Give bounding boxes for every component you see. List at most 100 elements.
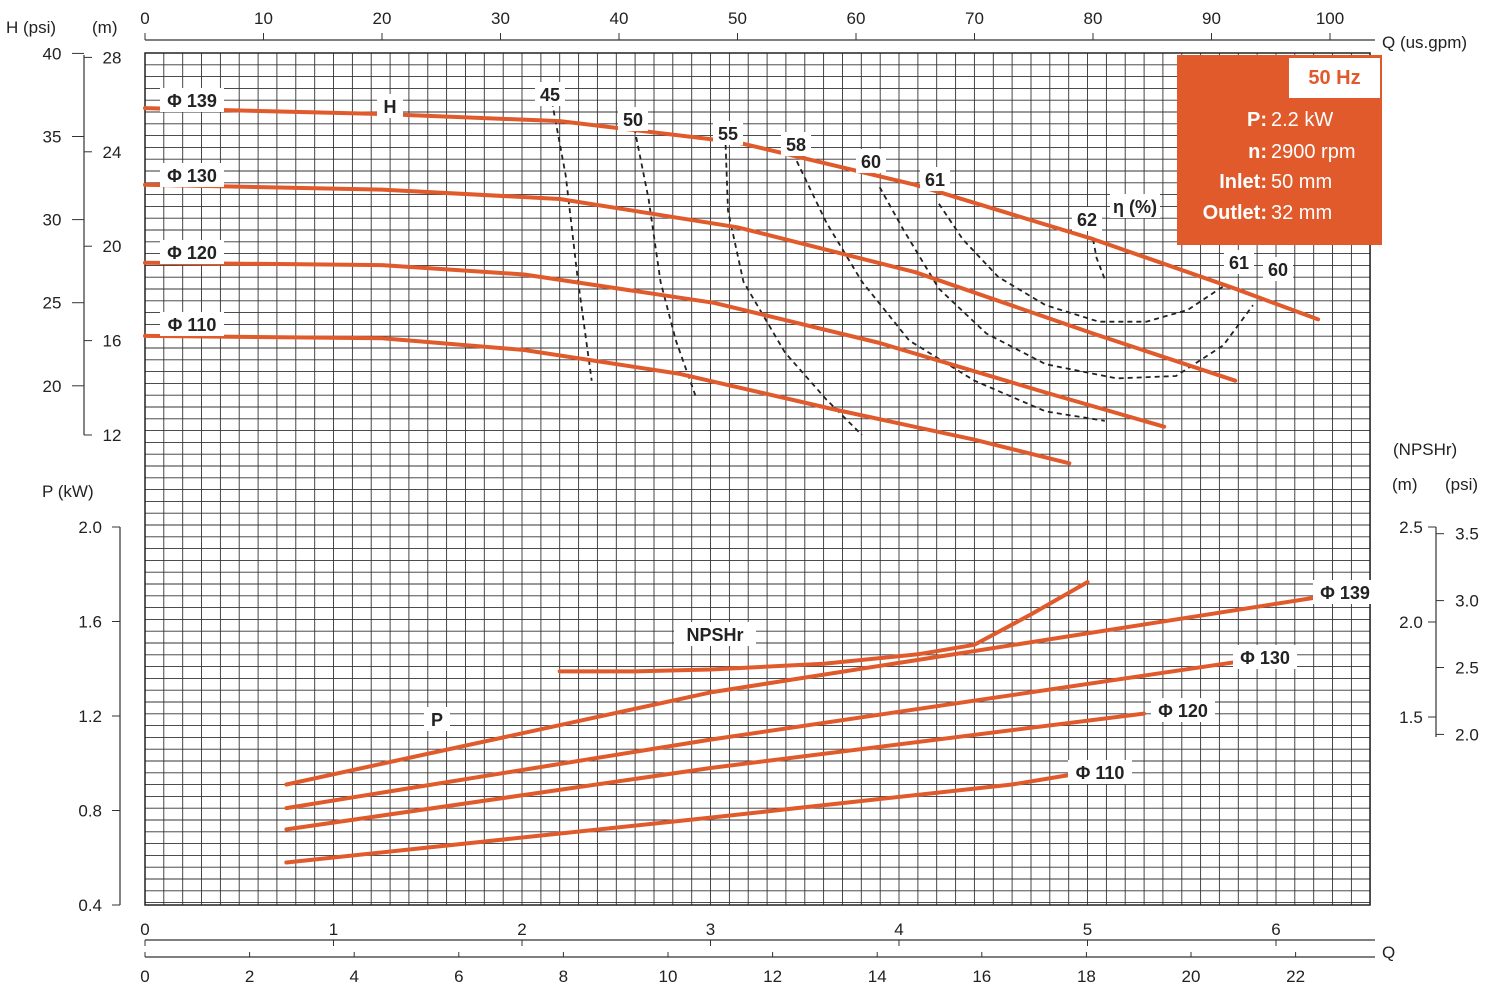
efficiency-label: 62 [1077,210,1097,230]
tick-npshr-psi: 2.0 [1455,725,1479,744]
efficiency-label: 60 [861,152,881,172]
tick-m3h: 3 [706,920,715,939]
tick-lmin: 2 [245,967,254,986]
tick-usgpm: 10 [254,9,273,28]
efficiency-curve-60 [878,186,1254,380]
head-curve-label-bg [160,240,224,264]
q-bottom-unit: Q [1382,943,1395,962]
efficiency-label-bg [1263,257,1293,281]
head-curve-label: Φ 130 [167,166,217,186]
efficiency-label-bg [920,167,950,191]
spec-speed-value: 2900 rpm [1271,141,1356,163]
tick-head-m: 20 [103,237,122,256]
tick-m3h: 4 [894,920,903,939]
tick-lmin: 6 [454,967,463,986]
spec-power: P: 2.2 kW [1177,109,1382,132]
tick-lmin: 20 [1182,967,1201,986]
tick-power: 1.2 [78,707,102,726]
tick-npshr-psi: 3.5 [1455,525,1479,544]
efficiency-curve-45 [549,92,593,381]
spec-speed: n: 2900 rpm [1177,141,1382,164]
power-curve [284,659,1241,811]
head-curve [143,333,1072,466]
efficiency-label-bg [713,121,743,145]
annotation-label-bg [424,707,450,731]
spec-outlet-value: 32 mm [1271,202,1333,224]
efficiency-axis-label-bg [1110,194,1160,218]
power-curve-label: Φ 130 [1240,648,1290,668]
q-usgpm-unit: Q (us.gpm) [1382,33,1467,52]
tick-usgpm: 0 [140,9,149,28]
head-curve [143,182,1238,383]
tick-lmin: 10 [659,967,678,986]
efficiency-label-bg [1224,250,1254,274]
tick-head-psi: 35 [43,128,62,147]
tick-lmin: 8 [559,967,568,986]
chart-axes [72,33,1444,958]
efficiency-label: 45 [540,85,560,105]
efficiency-curve-58 [795,160,1105,422]
tick-usgpm: 80 [1084,9,1103,28]
tick-head-m: 12 [103,426,122,445]
head-curve-label-bg [160,163,224,187]
efficiency-label-bg [618,107,648,131]
tick-head-m: 28 [103,48,122,67]
efficiency-label: 60 [1268,260,1288,280]
curve-labels: Φ 139 Φ 130 Φ 120 Φ 110 Φ 139 Φ 130 Φ 120 Φ 110… [160,82,1377,784]
spec-outlet: Outlet: 32 mm [1177,202,1382,225]
tick-power: 0.4 [78,896,102,915]
efficiency-curve-61 [938,203,1224,323]
tick-m3h: 6 [1271,920,1280,939]
head-curve [143,106,1321,322]
tick-m3h: 0 [140,920,149,939]
h-m-unit: (m) [92,18,117,37]
spec-inlet-key: Inlet: [1219,171,1267,193]
efficiency-curve-50 [633,128,697,398]
tick-power: 2.0 [78,518,102,537]
tick-head-psi: 25 [43,294,62,313]
npshr-unit: (NPSHr) [1393,440,1457,459]
spec-speed-key: n: [1248,141,1267,163]
spec-outlet-key: Outlet: [1202,202,1267,224]
tick-npshr-psi: 3.0 [1455,592,1479,611]
power-curve-label: Φ 120 [1158,701,1208,721]
p-kw-unit: P (kW) [42,482,94,501]
head-curve-label-bg [160,88,224,112]
tick-lmin: 4 [349,967,358,986]
annotation-label-bg [674,622,756,646]
tick-power: 1.6 [78,613,102,632]
efficiency-label-bg [1072,207,1102,231]
power-curve-label-bg [1068,760,1132,784]
tick-lmin: 22 [1286,967,1305,986]
power-curve-label-bg [1151,698,1215,722]
tick-npshr-m: 2.5 [1399,518,1423,537]
efficiency-label: 55 [718,124,738,144]
power-curve [284,711,1146,832]
efficiency-curve-62 [1092,238,1106,280]
tick-usgpm: 60 [847,9,866,28]
tick-lmin: 0 [140,967,149,986]
h-psi-unit: H (psi) [6,18,56,37]
efficiency-curve-55 [724,144,863,436]
tick-usgpm: 50 [728,9,747,28]
efficiency-label: 50 [623,110,643,130]
head-curve-label: Φ 110 [168,315,217,335]
tick-npshr-psi: 2.5 [1455,658,1479,677]
power-curve-label: Φ 110 [1076,763,1125,783]
tick-usgpm: 20 [373,9,392,28]
frequency-badge: 50 Hz [1289,58,1380,98]
tick-lmin: 18 [1077,967,1096,986]
tick-m3h: 5 [1083,920,1092,939]
annotation-label: H [384,97,397,117]
tick-head-psi: 40 [43,44,62,63]
power-curve-label-bg [1313,580,1377,604]
efficiency-axis-label: η (%) [1113,197,1157,217]
tick-head-m: 24 [103,143,122,162]
annotation-label: NPSHr [686,625,743,645]
tick-npshr-m: 1.5 [1399,708,1423,727]
tick-usgpm: 90 [1202,9,1221,28]
head-curve [143,260,1167,429]
head-curve-label: Φ 120 [167,243,217,263]
